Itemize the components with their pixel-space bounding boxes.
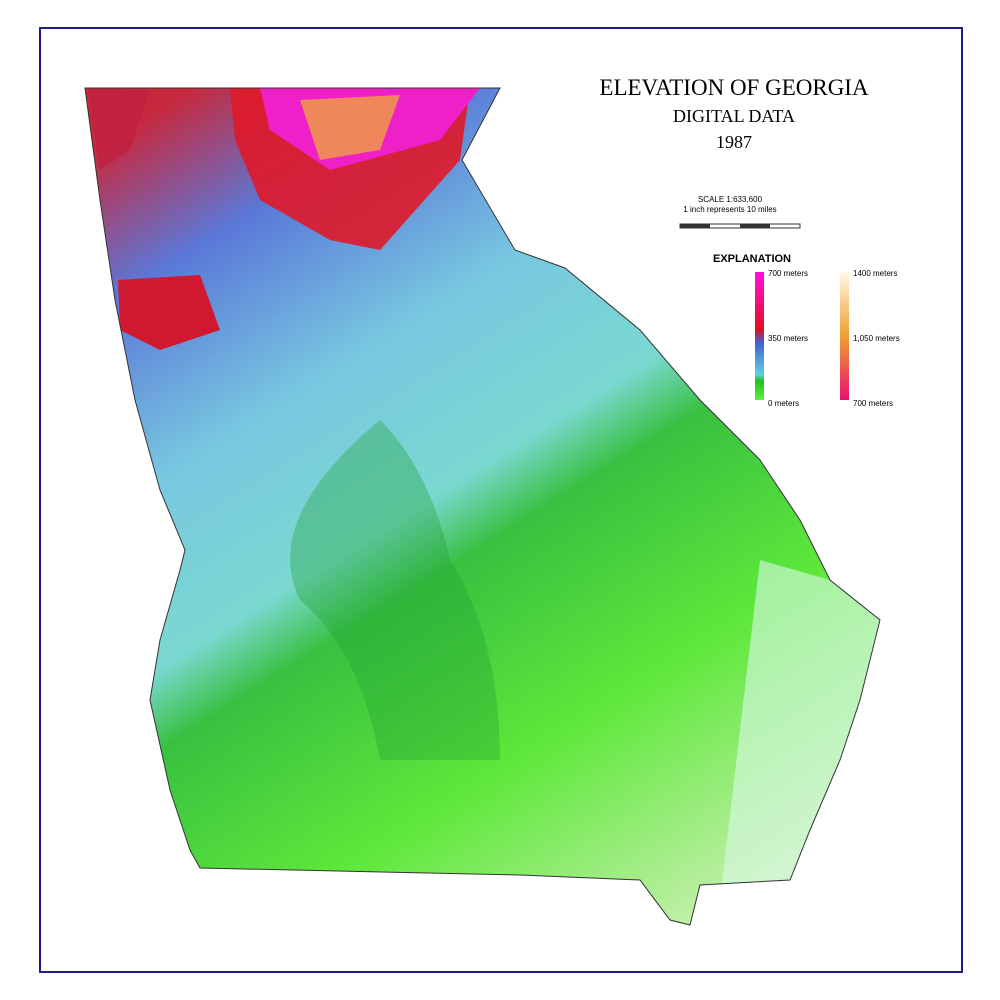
state-relief [85, 88, 880, 925]
map-frame [39, 27, 963, 973]
legend-label: 0 meters [768, 399, 799, 408]
map-title: ELEVATION OF GEORGIA [599, 75, 869, 100]
legend-bar [755, 272, 764, 400]
scale-bar [679, 223, 801, 229]
legend-label: 1400 meters [853, 269, 897, 278]
legend-title: EXPLANATION [713, 253, 791, 265]
legend-label: 700 meters [768, 269, 808, 278]
map-year: 1987 [716, 132, 752, 152]
legend-bar [840, 272, 849, 400]
legend-label: 350 meters [768, 334, 808, 343]
legend-label: 700 meters [853, 399, 893, 408]
legend-label: 1,050 meters [853, 334, 900, 343]
map-subtitle: DIGITAL DATA [673, 106, 795, 126]
state-outline [84, 87, 881, 926]
scale-ratio: SCALE 1:633,600 [698, 195, 763, 204]
scale-text: 1 inch represents 10 miles [683, 205, 776, 214]
